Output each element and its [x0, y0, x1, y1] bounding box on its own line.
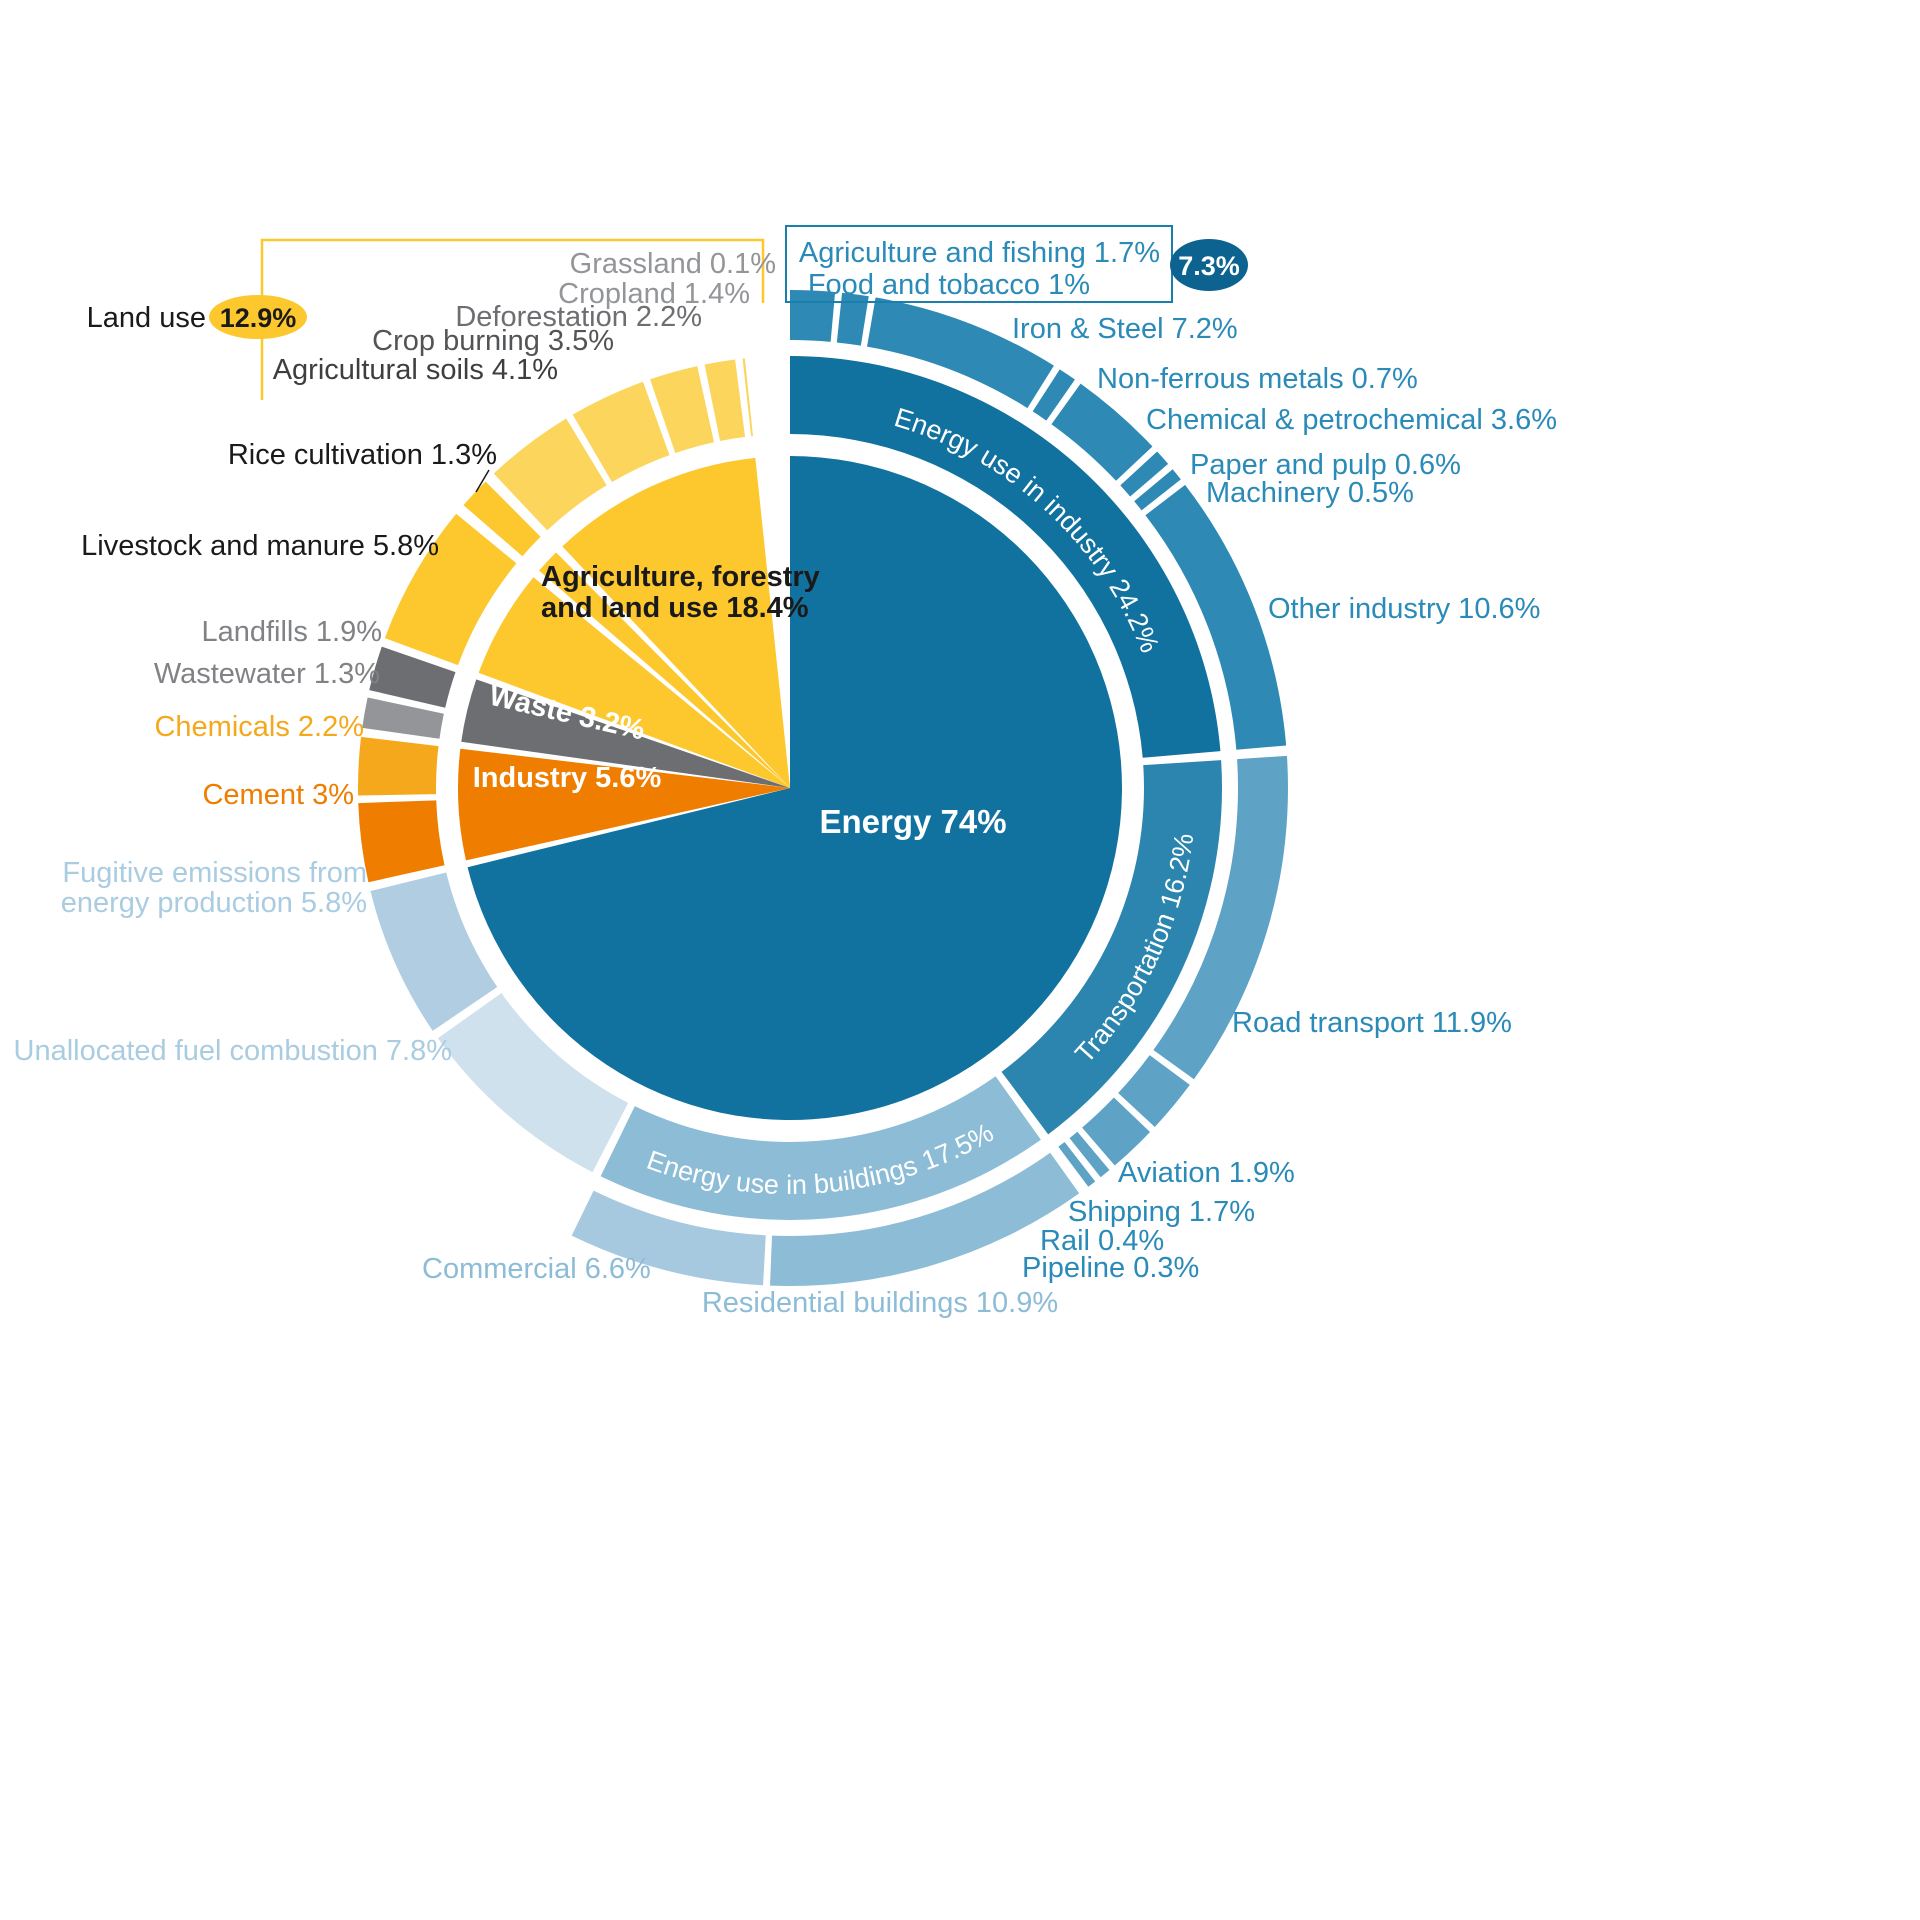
segment-iron-and-steel-label: Iron & Steel 7.2%	[1012, 313, 1238, 345]
segment-unallocated-fuel-combustion-label: Unallocated fuel combustion 7.8%	[14, 1035, 452, 1067]
segment-energy-use-in-industry	[790, 356, 1221, 758]
segment-chemicals	[358, 736, 439, 796]
slice-agriculture	[539, 552, 790, 788]
segment-food-and-tobacco	[836, 292, 869, 346]
segment-unallocated-fuel-combustion	[437, 993, 629, 1173]
segment-chemical-and-petrochemical-label: Chemical & petrochemical 3.6%	[1146, 404, 1557, 436]
segment-agricultural-soils-label: Agricultural soils 4.1%	[273, 354, 558, 386]
segment-wastewater	[362, 697, 444, 739]
segment-aviation-label: Aviation 1.9%	[1118, 1157, 1295, 1189]
segment-chemical-and-petrochemical	[1051, 383, 1153, 481]
land-use-badge	[209, 295, 307, 339]
slice-industry	[458, 748, 790, 861]
segment-rail-label: Rail 0.4%	[1040, 1225, 1164, 1257]
segment-shipping	[1082, 1097, 1151, 1166]
segment-food-and-tobacco-label: Food and tobacco 1%	[808, 269, 1090, 301]
segment-commercial-label: Commercial 6.6%	[422, 1253, 651, 1285]
segment-rice-cultivation	[463, 481, 541, 557]
segment-chemicals-label: Chemicals 2.2%	[154, 711, 364, 743]
slice-agriculture	[478, 577, 790, 788]
segment-machinery-label: Machinery 0.5%	[1206, 477, 1414, 509]
slice-agriculture-label: Agriculture, forestry	[541, 561, 820, 593]
segment-cropland-label: Cropland 1.4%	[558, 278, 750, 310]
land-use-label: Land use	[87, 302, 206, 334]
segment-cropland	[704, 359, 746, 441]
industry-agrifood-badge-label: 7.3%	[1178, 251, 1240, 281]
segment-non-ferrous-metals-label: Non-ferrous metals 0.7%	[1097, 363, 1418, 395]
segment-landfills-label: Landfills 1.9%	[201, 616, 382, 648]
segment-agricultural-soils	[493, 418, 607, 531]
slice-agriculture	[562, 457, 790, 788]
segment-residential-buildings	[770, 1152, 1080, 1287]
segment-pipeline	[1058, 1141, 1096, 1187]
slice-waste	[461, 679, 790, 788]
segment-road-transport	[1153, 755, 1288, 1080]
segment-deforestation-label: Deforestation 2.2%	[455, 301, 702, 333]
segment-other-industry-label: Other industry 10.6%	[1268, 593, 1540, 625]
segment-other-industry	[1145, 484, 1287, 750]
segment-paper-and-pulp-label: Paper and pulp 0.6%	[1190, 449, 1461, 481]
segment-crop-burning	[572, 381, 670, 483]
segment-agriculture-and-fishing-label: Agriculture and fishing 1.7%	[799, 237, 1160, 269]
slice-agriculture-label: and land use 18.4%	[541, 592, 809, 624]
land-use-badge-label: 12.9%	[220, 303, 297, 333]
segment-livestock-and-manure-label: Livestock and manure 5.8%	[81, 530, 439, 562]
segment-cement-label: Cement 3%	[202, 779, 354, 811]
segment-commercial	[571, 1190, 766, 1286]
segment-energy-use-in-buildings	[600, 1076, 1041, 1221]
segment-landfills	[369, 646, 456, 708]
segment-road-transport-label: Road transport 11.9%	[1232, 1007, 1512, 1039]
rice-leader-line	[475, 469, 490, 493]
segment-machinery	[1134, 469, 1181, 511]
segment-aviation	[1118, 1055, 1190, 1127]
segment-fugitive-emissions-label: energy production 5.8%	[61, 887, 367, 919]
segment-wastewater-label: Wastewater 1.3%	[154, 658, 380, 690]
segment-grassland	[742, 358, 753, 437]
segment-fugitive-emissions-label: Fugitive emissions from	[62, 857, 367, 889]
slice-industry-label: Industry 5.6%	[473, 762, 662, 794]
segment-deforestation	[650, 366, 714, 454]
segment-crop-burning-label: Crop burning 3.5%	[372, 325, 614, 357]
slice-energy-label: Energy 74%	[819, 803, 1006, 840]
slice-energy	[467, 456, 1122, 1120]
segment-iron-and-steel	[867, 297, 1054, 409]
segment-residential-buildings-label: Residential buildings 10.9%	[702, 1287, 1058, 1319]
segment-grassland-label: Grassland 0.1%	[570, 248, 776, 280]
segment-cement	[358, 800, 445, 883]
segment-paper-and-pulp	[1120, 451, 1169, 497]
segment-shipping-label: Shipping 1.7%	[1068, 1196, 1255, 1228]
industry-agrifood-badge	[1170, 239, 1248, 291]
segment-transportation	[1001, 760, 1223, 1135]
segment-pipeline-label: Pipeline 0.3%	[1022, 1252, 1199, 1284]
segment-fugitive-emissions	[370, 872, 498, 1031]
segment-rail	[1069, 1131, 1110, 1178]
segment-non-ferrous-metals	[1032, 369, 1075, 421]
segment-livestock-and-manure	[384, 513, 517, 666]
segment-rice-cultivation-label: Rice cultivation 1.3%	[228, 439, 497, 471]
